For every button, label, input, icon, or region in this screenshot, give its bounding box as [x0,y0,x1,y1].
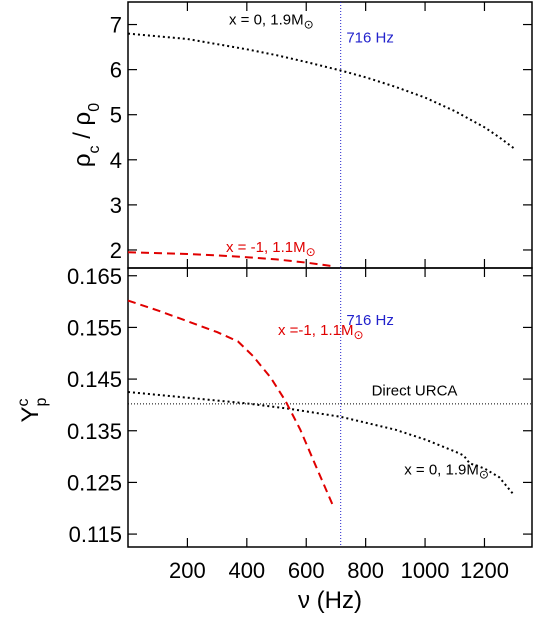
top-ylabel: ρc / ρ0 [69,103,103,167]
y-tick-label: 0.165 [67,264,122,289]
bottom-ylabel: Ypc [15,397,50,422]
top-axis-ticks: 2 3 4 5 6 7 [110,2,532,268]
x-axis-title: ν (Hz) [298,587,362,614]
y-tick-label: 2 [110,238,122,263]
annotation-b_x0: x = 0, 1.9M⊙ [404,462,489,482]
annotation-b_hz: 716 Hz [346,312,394,329]
bottom-panel-frame [127,267,533,548]
annotation-a_hz: 716 Hz [346,30,394,47]
x-tick-label: 400 [228,558,265,583]
x-tick-label: 200 [169,558,206,583]
y-tick-label: 0.135 [67,419,122,444]
x-tick-label: 600 [288,558,325,583]
annotation-b_urca: Direct URCA [372,383,458,400]
x-tick-label: 800 [347,558,384,583]
top-ylabel-rho: ρ [69,153,96,167]
x-tick-label: 1000 [401,558,450,583]
frequency-lines [128,2,532,547]
bottom-axis-ticks: 0.115 0.125 0.135 0.145 0.155 0.165 200 400 600 8… [67,264,532,583]
top-ylabel-slash: / ρ [69,112,96,146]
top-panel-frame [127,1,533,269]
annotation-a_x0: x = 0, 1.9M⊙ [229,12,314,32]
series-line [127,32,515,150]
series-line [127,299,334,507]
y-tick-label: 0.115 [69,522,122,547]
y-tick-label: 6 [110,58,122,83]
annotation-b_xm1: x =-1, 1.1M⊙ [278,322,364,342]
annotation-a_xm1: x = -1, 1.1M⊙ [226,239,316,259]
y-tick-label: 0.125 [67,470,122,495]
y-tick-label: 7 [110,13,122,38]
bottom-ylabel-main: Y [17,406,44,422]
top-ylabel-sub-c: c [86,145,103,153]
y-tick-label: 0.155 [67,315,122,340]
y-tick-label: 3 [110,193,122,218]
series-line [127,251,334,268]
bottom-ylabel-sub: p [33,397,50,406]
top-ylabel-sub-0: 0 [86,103,103,112]
bottom-ylabel-sup: c [15,399,32,407]
x-tick-label: 1200 [460,558,509,583]
y-tick-label: 0.145 [67,367,122,392]
series-line [127,391,515,496]
y-tick-label: 4 [110,148,122,173]
series-layer [127,32,515,507]
labels-layer: x = 0, 1.9M⊙x = -1, 1.1M⊙716 Hzx =-1, 1.… [226,12,489,482]
y-tick-label: 5 [110,103,122,128]
